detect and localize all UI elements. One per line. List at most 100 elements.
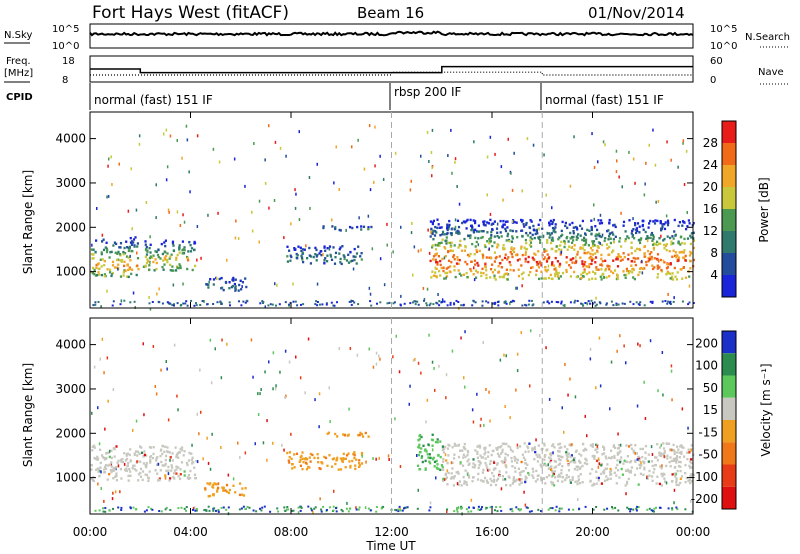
scatter-cell [627, 236, 630, 240]
scatter-cell [548, 474, 551, 477]
scatter-cell [303, 248, 306, 251]
scatter-cell [658, 266, 661, 269]
scatter-cell [127, 474, 130, 478]
scatter-cell [613, 454, 616, 458]
scatter-cell [600, 235, 603, 239]
scatter-cell [686, 457, 689, 461]
scatter-cell [487, 451, 490, 454]
scatter-cell [308, 456, 311, 459]
scatter-cell [144, 473, 147, 476]
scatter-cell [604, 143, 606, 147]
scatter-cell [512, 269, 515, 272]
scatter-cell [127, 209, 130, 213]
scatter-cell [633, 450, 636, 453]
scatter-cell [161, 252, 164, 256]
scatter-cell [127, 275, 130, 279]
scatter-cell [123, 264, 126, 268]
scatter-cell [322, 253, 324, 257]
scatter-cell [351, 459, 354, 463]
scatter-cell [180, 506, 183, 509]
scatter-cell [603, 452, 606, 455]
scatter-cell [464, 385, 466, 389]
scatter-cell [682, 141, 684, 145]
scatter-cell [652, 220, 655, 223]
scatter-cell [500, 266, 503, 269]
scatter-cell [616, 349, 618, 353]
scatter-cell [239, 482, 242, 485]
scatter-cell [610, 449, 613, 452]
scatter-cell [512, 476, 515, 479]
scatter-cell [299, 246, 302, 249]
scatter-cell [587, 244, 590, 247]
scatter-cell [189, 476, 192, 480]
scatter-cell [357, 303, 360, 306]
scatter-cell [131, 467, 134, 470]
scatter-cell [636, 222, 640, 225]
scatter-cell [375, 506, 378, 508]
scatter-cell [537, 508, 540, 511]
scatter-cell [351, 300, 354, 302]
scatter-cell [528, 442, 531, 445]
scatter-cell [166, 252, 169, 255]
scatter-cell [553, 268, 556, 271]
scatter-cell [528, 243, 531, 247]
scatter-cell [648, 258, 651, 261]
scatter-cell [264, 158, 266, 162]
scatter-cell [116, 252, 119, 255]
scatter-cell [673, 459, 676, 462]
scatter-cell [198, 432, 200, 436]
scatter-cell [216, 488, 219, 491]
scatter-cell [535, 229, 538, 233]
scatter-cell [450, 128, 452, 132]
scatter-cell [642, 219, 645, 223]
scatter-cell [425, 302, 428, 305]
scatter-cell [613, 269, 617, 272]
scatter-cell [471, 465, 474, 469]
scatter-cell [504, 253, 507, 256]
scatter-cell [314, 303, 317, 306]
scatter-cell [531, 256, 534, 259]
scatter-cell [444, 247, 447, 250]
scatter-cell [491, 471, 494, 475]
scatter-cell [193, 473, 197, 476]
scatter-cell [129, 254, 131, 258]
scatter-cell [558, 455, 561, 458]
scatter-cell [572, 457, 576, 460]
scatter-cell [593, 301, 596, 304]
scatter-cell [606, 507, 609, 510]
scatter-cell [194, 476, 197, 480]
scatter-cell [432, 229, 435, 233]
scatter-cell [106, 268, 109, 271]
scatter-cell [417, 464, 420, 467]
scatter-cell [225, 483, 229, 487]
scatter-cell [323, 246, 326, 249]
scatter-cell [677, 464, 681, 468]
scatter-cell [656, 240, 659, 243]
scatter-cell [637, 483, 640, 486]
scatter-cell [445, 236, 448, 239]
scatter-cell [220, 302, 223, 305]
scatter-cell [622, 252, 625, 255]
scatter-cell [690, 466, 693, 469]
scatter-cell [595, 296, 597, 300]
scatter-cell [418, 438, 421, 441]
scatter-cell [673, 501, 675, 505]
scatter-cell [495, 447, 498, 450]
scatter-cell [308, 246, 311, 250]
scatter-cell [483, 423, 485, 427]
scatter-cell [168, 479, 171, 482]
scatter-cell [482, 272, 485, 275]
scatter-cell [595, 268, 598, 271]
scatter-cell [599, 384, 602, 388]
scatter-cell [609, 471, 612, 474]
scatter-cell [124, 269, 127, 273]
scatter-cell [658, 453, 661, 457]
scatter-cell [447, 471, 450, 475]
scatter-cell [411, 221, 413, 225]
scatter-cell [295, 192, 297, 196]
scatter-cell [654, 456, 657, 459]
scatter-cell [476, 450, 479, 454]
scatter-cell [585, 238, 588, 241]
scatter-cell [453, 303, 456, 306]
